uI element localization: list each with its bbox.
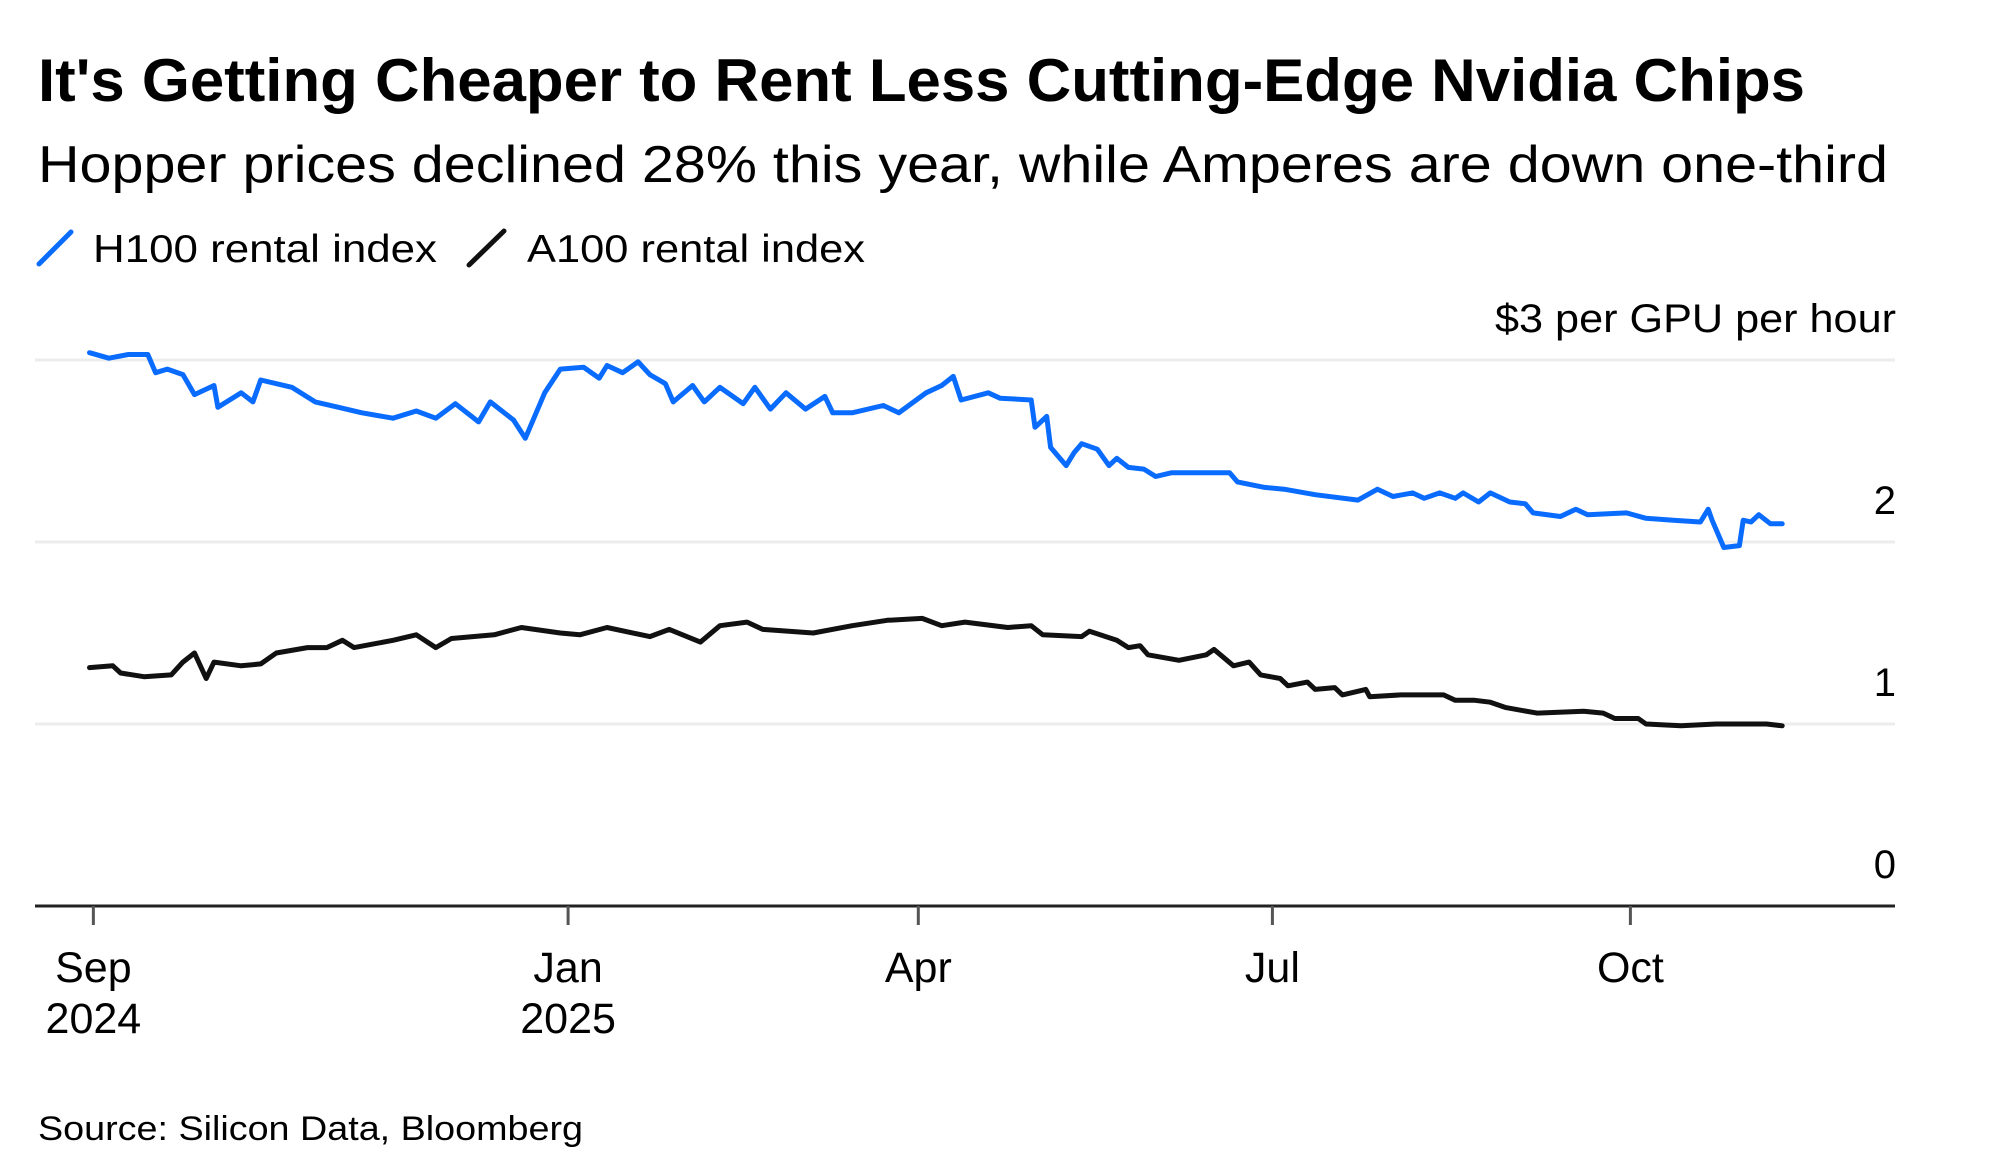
x-tick-label: Jul	[1245, 944, 1300, 992]
chart-title: It's Getting Cheaper to Rent Less Cuttin…	[38, 47, 1805, 114]
legend-swatch-h100	[36, 229, 74, 267]
x-tick-label: Sep	[55, 944, 132, 992]
y-tick-label: 1	[1874, 661, 1896, 705]
series-line-h100	[87, 350, 1785, 550]
y-axis-labels: 0 1 2 $3 per GPU per hour	[1495, 297, 1896, 887]
legend-label-a100: A100 rental index	[527, 228, 866, 271]
source-note: Source: Silicon Data, Bloomberg	[38, 1110, 583, 1148]
y-axis-unit-label: $3 per GPU per hour	[1495, 297, 1896, 341]
legend-label-h100: H100 rental index	[93, 228, 438, 271]
legend-item-h100: H100 rental index	[36, 228, 438, 271]
x-tick-label: Oct	[1597, 944, 1664, 992]
x-tick-label: Apr	[885, 944, 952, 992]
series-lines	[87, 350, 1785, 729]
legend-swatch-a100	[466, 228, 507, 268]
legend: H100 rental index A100 rental index	[36, 228, 866, 271]
x-tick-year-label: 2024	[46, 995, 142, 1043]
gridlines	[35, 358, 1895, 726]
x-tick-year-label: 2025	[520, 995, 616, 1043]
legend-item-a100: A100 rental index	[466, 228, 866, 271]
chart-subtitle: Hopper prices declined 28% this year, wh…	[38, 136, 1888, 194]
x-tick-label: Jan	[533, 944, 602, 992]
y-tick-label: 0	[1874, 843, 1896, 887]
series-line-a100	[87, 615, 1785, 729]
y-tick-label: 2	[1874, 479, 1896, 523]
